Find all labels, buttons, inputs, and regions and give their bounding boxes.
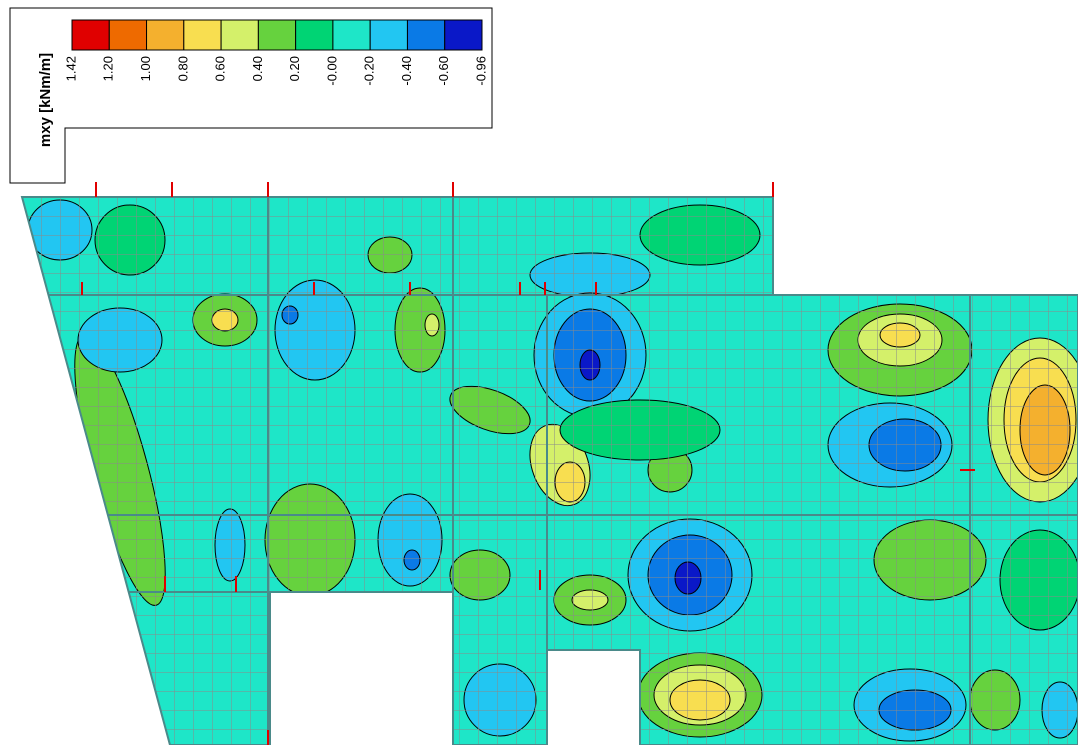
supports — [81, 182, 975, 745]
legend-label: 1.42 — [63, 56, 78, 81]
legend-title: mxy [kNm/m] — [37, 53, 54, 147]
legend: 1.42 1.20 1.00 0.80 0.60 0.40 0.20 -0.00 -0.20 -0… — [63, 19, 488, 86]
legend-label: -0.00 — [324, 56, 339, 86]
legend-swatch — [183, 19, 222, 51]
legend-swatch — [295, 19, 334, 51]
legend-swatch — [332, 19, 371, 51]
legend-label: 0.80 — [175, 56, 190, 81]
legend-label: 1.20 — [101, 56, 116, 81]
legend-swatch — [406, 19, 446, 51]
legend-swatch — [108, 19, 148, 51]
legend-label: -0.96 — [473, 56, 488, 86]
legend-label: -0.40 — [399, 56, 414, 86]
legend-swatch — [369, 19, 408, 51]
mesh — [22, 197, 1078, 745]
legend-label: 0.20 — [287, 56, 302, 81]
legend-label: 0.60 — [213, 56, 228, 81]
legend-label: -0.60 — [436, 56, 451, 86]
slab-outline — [20, 196, 1078, 745]
legend-label: 0.40 — [250, 56, 265, 81]
legend-label: 1.00 — [138, 56, 153, 81]
legend-swatch — [71, 19, 110, 51]
legend-label: -0.20 — [362, 56, 377, 86]
contour-plot — [22, 197, 1078, 745]
legend-swatch — [146, 19, 185, 51]
legend-swatch — [220, 19, 259, 51]
legend-swatch — [257, 19, 297, 51]
legend-box — [9, 7, 493, 184]
legend-swatch — [444, 19, 483, 51]
